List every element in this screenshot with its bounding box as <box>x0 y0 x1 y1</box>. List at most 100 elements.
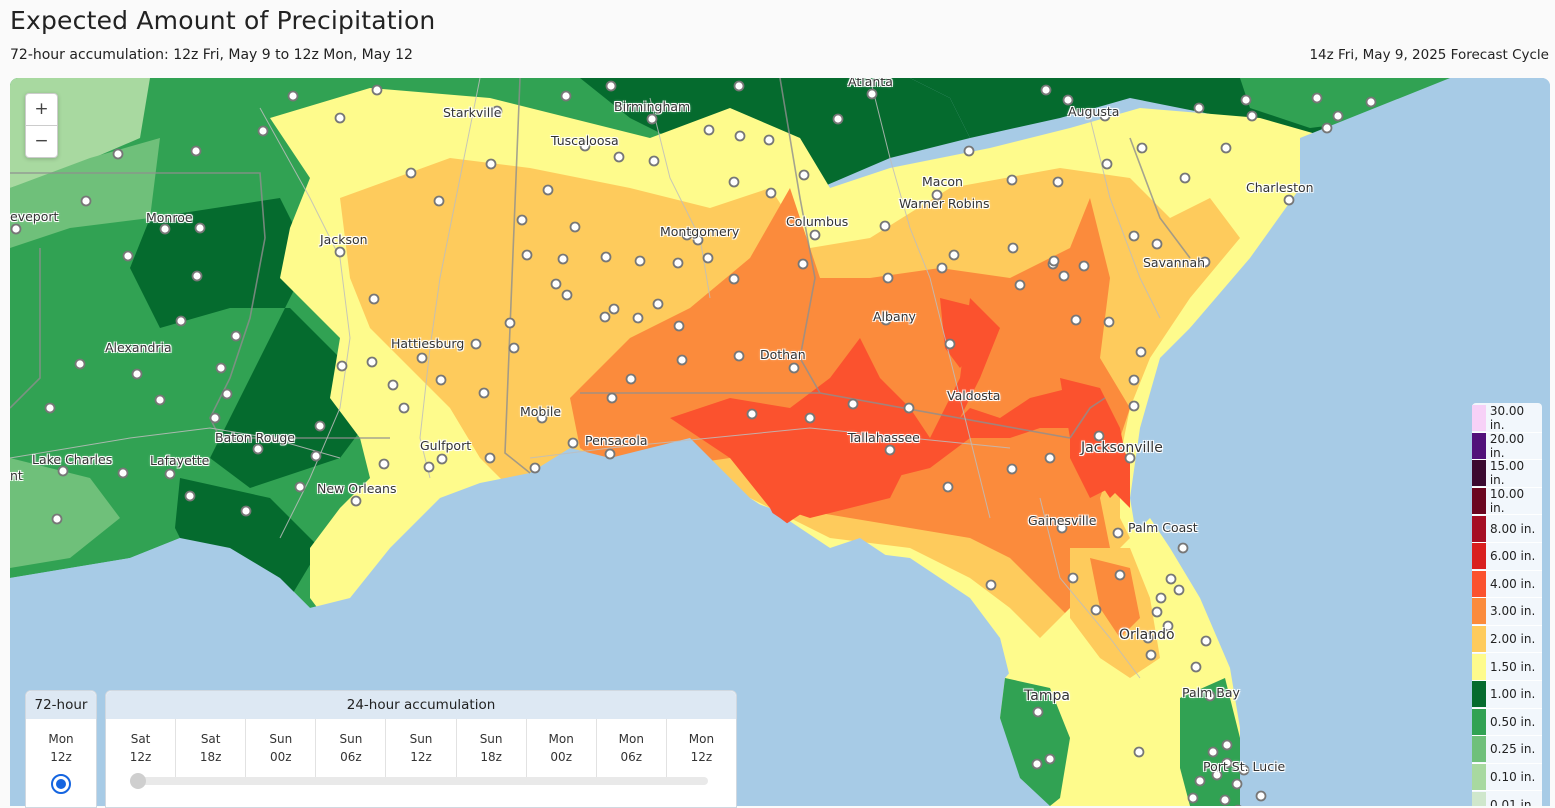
city-marker[interactable] <box>606 392 618 404</box>
city-marker[interactable] <box>252 443 264 455</box>
city-marker[interactable] <box>1255 790 1267 802</box>
city-marker[interactable] <box>310 450 322 462</box>
city-marker[interactable] <box>1031 758 1043 770</box>
city-marker[interactable] <box>1187 792 1199 804</box>
city-marker[interactable] <box>702 252 714 264</box>
city-marker[interactable] <box>491 105 503 117</box>
city-marker[interactable] <box>1220 142 1232 154</box>
city-marker[interactable] <box>676 354 688 366</box>
city-marker[interactable] <box>557 253 569 265</box>
city-marker[interactable] <box>734 130 746 142</box>
city-marker[interactable] <box>154 394 166 406</box>
city-marker[interactable] <box>832 113 844 125</box>
city-marker[interactable] <box>44 402 56 414</box>
city-marker[interactable] <box>652 298 664 310</box>
city-marker[interactable] <box>287 90 299 102</box>
city-marker[interactable] <box>1211 769 1223 781</box>
city-marker[interactable] <box>567 437 579 449</box>
city-marker[interactable] <box>529 462 541 474</box>
city-marker[interactable] <box>1101 158 1113 170</box>
city-marker[interactable] <box>184 490 196 502</box>
city-marker[interactable] <box>746 408 758 420</box>
city-marker[interactable] <box>728 176 740 188</box>
city-marker[interactable] <box>1070 314 1082 326</box>
city-marker[interactable] <box>569 221 581 233</box>
city-marker[interactable] <box>433 195 445 207</box>
zoom-out-button[interactable]: − <box>26 125 57 157</box>
city-marker[interactable] <box>1135 346 1147 358</box>
city-marker[interactable] <box>215 362 227 374</box>
city-marker[interactable] <box>131 368 143 380</box>
city-marker[interactable] <box>1238 764 1250 776</box>
city-marker[interactable] <box>1321 122 1333 134</box>
city-marker[interactable] <box>478 387 490 399</box>
city-marker[interactable] <box>1162 620 1174 632</box>
city-marker[interactable] <box>879 220 891 232</box>
city-marker[interactable] <box>1231 778 1243 790</box>
city-marker[interactable] <box>1067 572 1079 584</box>
city-marker[interactable] <box>10 223 22 235</box>
city-marker[interactable] <box>936 262 948 274</box>
city-marker[interactable] <box>880 314 892 326</box>
city-marker[interactable] <box>1078 260 1090 272</box>
city-marker[interactable] <box>516 214 528 226</box>
city-marker[interactable] <box>681 229 693 241</box>
city-marker[interactable] <box>1204 690 1216 702</box>
city-marker[interactable] <box>387 379 399 391</box>
city-marker[interactable] <box>1056 522 1068 534</box>
city-marker[interactable] <box>728 273 740 285</box>
city-marker[interactable] <box>561 289 573 301</box>
city-marker[interactable] <box>416 352 428 364</box>
city-marker[interactable] <box>1114 569 1126 581</box>
time-slot[interactable]: Sat 18z <box>176 719 247 777</box>
city-marker[interactable] <box>194 222 206 234</box>
city-marker[interactable] <box>536 412 548 424</box>
city-marker[interactable] <box>190 145 202 157</box>
city-marker[interactable] <box>963 145 975 157</box>
city-marker[interactable] <box>1221 739 1233 751</box>
city-marker[interactable] <box>1207 746 1219 758</box>
city-marker[interactable] <box>605 80 617 92</box>
city-marker[interactable] <box>866 88 878 100</box>
city-marker[interactable] <box>366 356 378 368</box>
city-marker[interactable] <box>122 250 134 262</box>
city-marker[interactable] <box>1365 96 1377 108</box>
time-slot[interactable]: Sun 00z <box>246 719 317 777</box>
city-marker[interactable] <box>884 444 896 456</box>
city-marker[interactable] <box>634 255 646 267</box>
time-slot[interactable]: Sun 18z <box>457 719 527 777</box>
city-marker[interactable] <box>1177 542 1189 554</box>
city-marker[interactable] <box>80 195 92 207</box>
city-marker[interactable] <box>1165 573 1177 585</box>
city-marker[interactable] <box>371 84 383 96</box>
city-marker[interactable] <box>1193 102 1205 114</box>
time-slot[interactable]: Mon 00z <box>527 719 597 777</box>
city-marker[interactable] <box>673 320 685 332</box>
city-marker[interactable] <box>1142 632 1154 644</box>
city-marker[interactable] <box>765 187 777 199</box>
city-marker[interactable] <box>692 234 704 246</box>
city-marker[interactable] <box>613 151 625 163</box>
city-marker[interactable] <box>1062 94 1074 106</box>
city-marker[interactable] <box>599 311 611 323</box>
city-marker[interactable] <box>809 229 821 241</box>
city-marker[interactable] <box>1048 255 1060 267</box>
city-marker[interactable] <box>1128 400 1140 412</box>
city-marker[interactable] <box>1199 256 1211 268</box>
city-marker[interactable] <box>435 374 447 386</box>
city-marker[interactable] <box>1032 706 1044 718</box>
city-marker[interactable] <box>931 189 943 201</box>
time-slot[interactable]: Sun 06z <box>316 719 387 777</box>
city-marker[interactable] <box>1200 635 1212 647</box>
city-marker[interactable] <box>1283 194 1295 206</box>
city-marker[interactable] <box>398 402 410 414</box>
city-marker[interactable] <box>1240 94 1252 106</box>
select-72h-radio[interactable] <box>51 774 71 794</box>
city-marker[interactable] <box>1332 110 1344 122</box>
city-marker[interactable] <box>240 505 252 517</box>
city-marker[interactable] <box>703 124 715 136</box>
city-marker[interactable] <box>1221 757 1233 769</box>
city-marker[interactable] <box>164 468 176 480</box>
city-marker[interactable] <box>646 113 658 125</box>
city-marker[interactable] <box>1179 172 1191 184</box>
